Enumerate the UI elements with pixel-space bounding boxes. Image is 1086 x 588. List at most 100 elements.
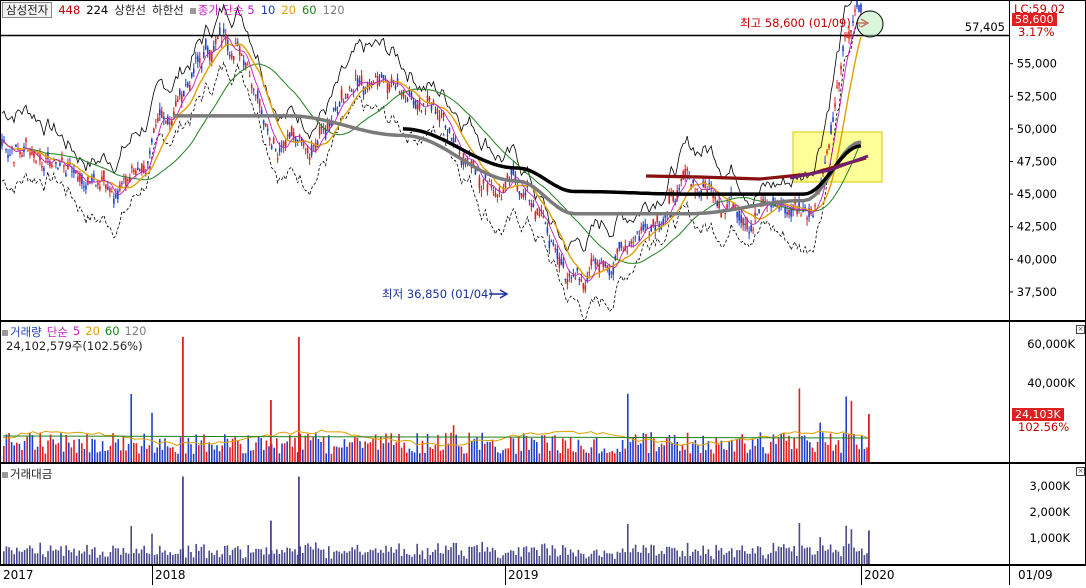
volume-bar — [484, 443, 486, 462]
volume-bar — [710, 449, 712, 462]
candle-body — [528, 199, 531, 201]
volume-bar — [320, 441, 322, 462]
volume-bar — [91, 438, 93, 462]
amount-bar — [3, 551, 5, 564]
candle-body — [386, 82, 389, 94]
candle-body — [117, 190, 119, 200]
candle-body — [632, 241, 635, 243]
amount-bar — [575, 556, 577, 564]
candle-body — [153, 128, 155, 133]
volume-bar — [489, 442, 491, 462]
candle-body — [25, 138, 27, 142]
volume-bar — [741, 434, 743, 462]
amount-bar — [731, 548, 733, 564]
volume-bar — [224, 434, 226, 462]
amount-bar — [159, 545, 161, 564]
candle-body — [788, 209, 790, 216]
amount-bar — [510, 550, 512, 564]
candle-body — [804, 206, 806, 208]
stock-name[interactable]: 삼성전자 — [2, 2, 53, 18]
volume-ma-line — [2, 429, 868, 447]
volume-bar — [556, 450, 559, 462]
volume-bar — [767, 453, 769, 462]
candle-body — [400, 93, 403, 96]
amount-bar — [551, 545, 554, 564]
volume-bar — [252, 450, 255, 462]
candle-body — [422, 103, 425, 105]
amount-bar — [673, 547, 676, 564]
candle-body — [234, 42, 237, 44]
candle-body — [536, 208, 539, 214]
amount-bar — [387, 551, 390, 564]
volume-bar — [676, 441, 678, 462]
ma20-line — [1, 36, 862, 279]
volume-bar — [413, 452, 416, 462]
amount-bar — [322, 549, 325, 564]
candle-body — [296, 139, 299, 143]
volume-bar — [601, 451, 603, 462]
amount-bar — [161, 552, 164, 564]
volume-bar — [546, 442, 548, 462]
volume-bar — [130, 393, 132, 462]
candle-body — [137, 167, 139, 171]
amount-bar — [619, 552, 621, 564]
volume-bar — [273, 447, 275, 462]
volume-bar — [164, 438, 166, 462]
candle-body — [494, 193, 497, 197]
volume-bar — [416, 433, 418, 462]
amount-bar — [764, 558, 767, 564]
volume-bar — [99, 451, 101, 462]
amount-bar — [42, 554, 44, 564]
volume-bar — [528, 449, 530, 462]
candle-body — [254, 94, 257, 96]
vol-legend-ma60: 60 — [104, 324, 120, 338]
volume-bar — [673, 434, 676, 462]
volume-bar — [866, 447, 868, 462]
volume-bar — [848, 433, 850, 462]
volume-bar — [307, 433, 309, 462]
volume-spike-bar — [270, 400, 272, 462]
amount-bar — [369, 549, 372, 564]
ma-long-red-line — [645, 156, 867, 181]
candle-body — [250, 84, 253, 88]
amount-bar — [354, 549, 356, 564]
candle-body — [428, 97, 431, 101]
amount-bar — [328, 546, 330, 564]
candle-body — [638, 236, 641, 241]
candle-body — [218, 27, 221, 36]
amt-tick-1000k: 1,000K — [1030, 531, 1071, 545]
candle-body — [362, 87, 365, 95]
amount-bar — [611, 553, 613, 564]
volume-bar — [541, 435, 543, 462]
volume-bar — [816, 441, 819, 462]
volume-bar — [341, 447, 343, 462]
volume-bar — [65, 434, 67, 462]
amount-bar — [437, 543, 439, 564]
volume-close-icon[interactable]: × — [1076, 325, 1085, 334]
volume-bar — [88, 452, 91, 462]
amount-bar — [777, 546, 780, 564]
legend-ma60: 60 — [301, 3, 317, 17]
amount-bar — [655, 555, 658, 564]
candle-body — [686, 168, 689, 171]
candle-body — [684, 169, 687, 178]
amount-bar — [114, 548, 117, 564]
candle-body — [610, 272, 613, 274]
volume-bar — [463, 453, 465, 462]
volume-bar — [629, 441, 632, 462]
volume-bar — [229, 447, 231, 462]
candle-body — [522, 194, 525, 198]
candle-body — [726, 204, 728, 210]
amount-bar — [692, 551, 694, 564]
amount-bar — [177, 553, 179, 564]
amount-bar — [299, 546, 301, 564]
amount-bar — [330, 558, 333, 564]
candle-body — [59, 162, 61, 166]
amount-close-icon[interactable]: × — [1076, 467, 1085, 476]
volume-bar — [728, 440, 730, 462]
candle-body — [131, 166, 133, 169]
candle-body — [648, 234, 651, 236]
amount-bar — [434, 549, 437, 564]
candle-body — [614, 256, 617, 261]
